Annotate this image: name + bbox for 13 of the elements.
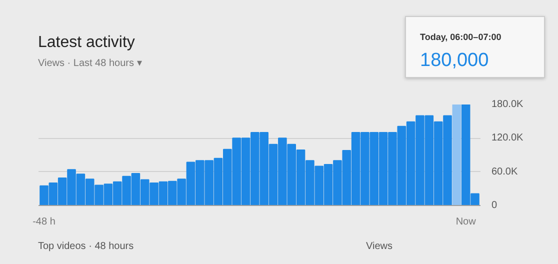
chart-title: Latest activity (38, 33, 135, 53)
y-tick-label: 60.0K (492, 166, 518, 178)
text: Views (366, 240, 392, 254)
x-tick-label: Now (456, 216, 477, 228)
y-tick-label: 180.0K (492, 99, 524, 110)
chart-subtitle: Views · Last 48 hours ▾ (38, 57, 142, 71)
text: Today, 06:00–07:00 (420, 31, 502, 44)
bar (452, 104, 462, 206)
x-tick-label: -48 h (32, 216, 56, 228)
y-tick-label: 120.0K (492, 132, 524, 144)
text: 180,000 (420, 49, 489, 73)
y-tick-label: 0 (492, 200, 498, 211)
text: Top videos · 48 hours (38, 240, 134, 254)
